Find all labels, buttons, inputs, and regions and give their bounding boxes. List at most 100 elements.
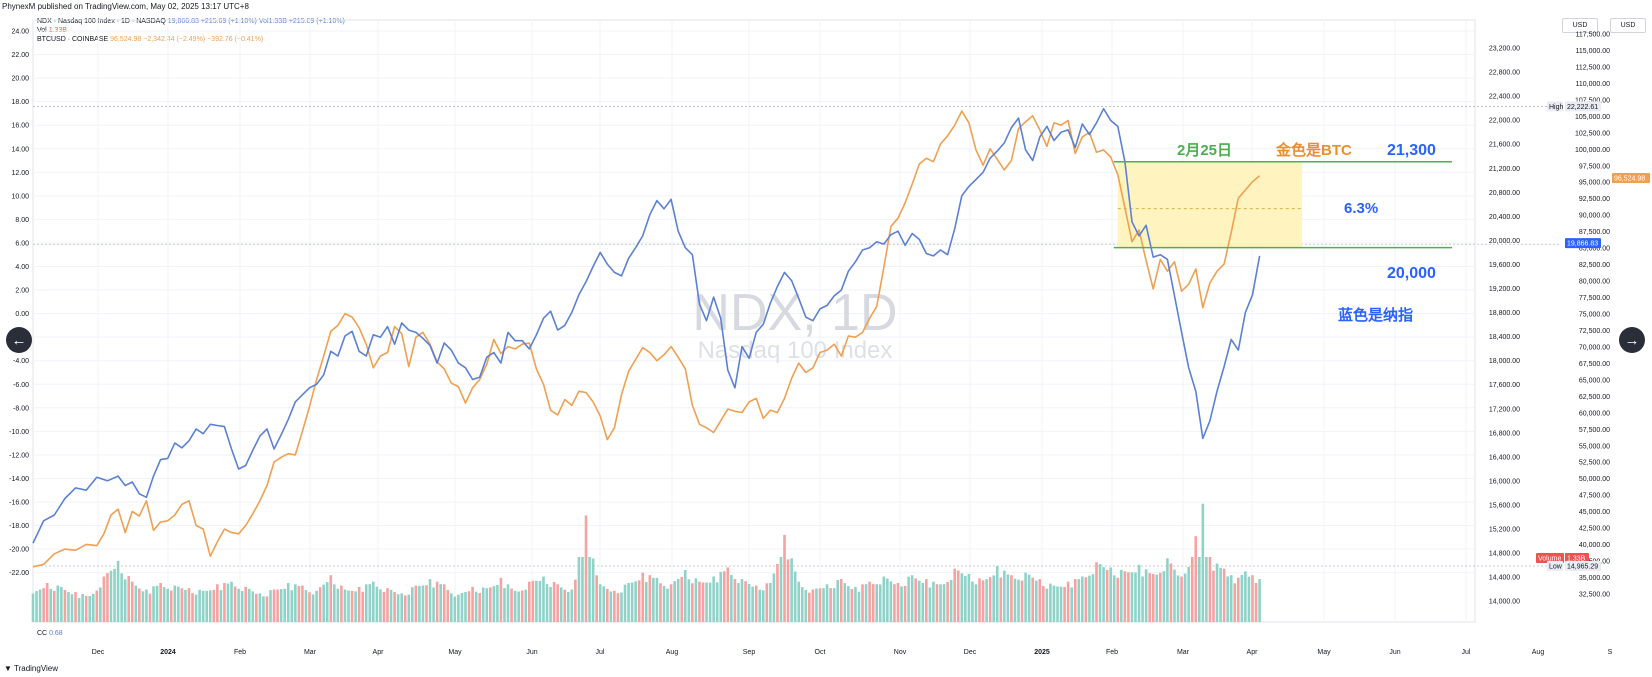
volume-bar: [609, 591, 613, 622]
volume-bar: [854, 586, 857, 622]
volume-bar: [247, 588, 251, 622]
ndx-currency-button[interactable]: USD: [1562, 18, 1598, 33]
volume-bar: [244, 586, 247, 622]
volume-bar: [159, 583, 162, 622]
left-axis-tick-label: -20.00: [9, 547, 29, 554]
legend-ndx-name: NDX · Nasdaq 100 Index · 1D · NASDAQ: [37, 18, 166, 25]
volume-bar: [797, 581, 801, 622]
volume-bar: [418, 585, 421, 622]
volume-bar: [74, 592, 77, 622]
prev-arrow-button[interactable]: ←: [6, 327, 32, 353]
volume-bar: [375, 586, 379, 622]
volume-bar: [942, 584, 946, 622]
legend-ndx-row[interactable]: NDX · Nasdaq 100 Index · 1D · NASDAQ 19,…: [37, 17, 345, 26]
volume-bar: [223, 583, 226, 622]
volume-bar: [127, 576, 131, 622]
volume-bar: [581, 557, 584, 622]
volume-bar: [1073, 579, 1077, 622]
x-axis-tick-label: Aug: [1532, 649, 1545, 656]
btc-axis-tick-label: 67,500.00: [1579, 361, 1610, 368]
btc-axis-tick-label: 115,000.00: [1575, 48, 1610, 55]
btc-currency-button[interactable]: USD: [1610, 18, 1646, 33]
volume-bar: [325, 582, 329, 622]
volume-bar: [1208, 557, 1212, 622]
volume-bar: [173, 585, 177, 622]
ndx-axis-tick-label: 20,400.00: [1489, 214, 1520, 221]
volume-bar: [1059, 586, 1063, 622]
btc-axis-tick-label: 97,500.00: [1579, 163, 1610, 170]
tradingview-logo[interactable]: ▼ TradingView: [4, 664, 58, 673]
ndx-axis-tick-label: 17,200.00: [1489, 406, 1520, 413]
volume-bar: [113, 568, 116, 622]
volume-bar: [1240, 575, 1244, 622]
volume-bar: [1077, 579, 1081, 622]
volume-bar: [1237, 577, 1240, 622]
svg-text:Low: Low: [1549, 564, 1563, 571]
volume-bar: [1180, 576, 1183, 622]
volume-bar: [141, 591, 145, 622]
volume-bar: [1049, 583, 1052, 622]
btc-axis-tick-label: 87,500.00: [1579, 229, 1610, 236]
btc-last-tag: 96,524.98: [1612, 173, 1650, 183]
annotation-gold-label: 金色是BTC: [1275, 141, 1352, 159]
volume-bar: [549, 587, 552, 622]
annotation-box-layer: [1117, 161, 1303, 248]
legend-btc-row[interactable]: BTCUSD · COINBASE 96,524.98 −2,342.44 (−…: [37, 35, 345, 44]
volume-bar: [535, 580, 538, 622]
x-axis-tick-label: Feb: [1106, 649, 1118, 656]
volume-bar: [67, 592, 70, 622]
volume-bar: [81, 594, 84, 622]
x-axis-tick-label: Nov: [894, 649, 907, 656]
volume-bar: [208, 590, 212, 622]
volume-bar: [152, 586, 155, 622]
volume-bar: [389, 589, 393, 622]
ndx-last-tag: 19,866.83: [1565, 238, 1601, 249]
volume-bar: [240, 591, 244, 622]
volume-bar: [1247, 576, 1251, 622]
btc-axis-tick-label: 32,500.00: [1579, 591, 1610, 598]
x-axis-tick-label: Apr: [1247, 649, 1259, 656]
volume-bar: [584, 515, 588, 622]
volume-bar: [1091, 574, 1095, 622]
legend-btc-price: 96,524.98: [110, 36, 142, 43]
volume-bar: [290, 590, 294, 622]
volume-bar: [985, 579, 988, 622]
volume-bar: [364, 584, 368, 622]
next-arrow-button[interactable]: →: [1619, 327, 1645, 353]
volume-label-tag: Volume: [1536, 553, 1564, 563]
legend-btc-change2: −392.76 (−0.41%): [207, 36, 264, 43]
btc-line[interactable]: [32, 110, 1261, 568]
volume-bar: [634, 581, 637, 622]
btc-axis-tick-label: 42,500.00: [1579, 526, 1610, 533]
axes: 24.00 22.00 20.00 18.00 16.00 14.00 12.00 10.00…: [9, 29, 1613, 657]
volume-bar: [1141, 576, 1144, 622]
volume-bar: [662, 585, 666, 622]
volume-bar: [411, 587, 414, 622]
btc-axis-tick-label: 62,500.00: [1579, 394, 1610, 401]
volume-bar: [1233, 583, 1237, 622]
volume-bar: [1127, 572, 1130, 622]
volume-bar: [513, 590, 517, 622]
left-axis-tick-label: -8.00: [13, 405, 29, 412]
ndx-axis-tick-label: 15,200.00: [1489, 527, 1520, 534]
grid: [32, 19, 1560, 623]
volume-bar: [88, 596, 92, 622]
ndx-axis-tick-label: 16,000.00: [1489, 478, 1520, 485]
volume-bar: [70, 594, 74, 622]
range-highlight-box: [1117, 161, 1303, 248]
volume-bar: [698, 581, 701, 622]
x-axis-tick-label: S: [1608, 649, 1613, 656]
volume-bar: [1020, 580, 1024, 622]
volume-bars: [31, 503, 1261, 622]
ndx-axis-tick-label: 14,800.00: [1489, 551, 1520, 558]
volume-bar: [1109, 567, 1112, 622]
ndx-line[interactable]: [32, 107, 1261, 544]
volume-bar: [659, 583, 662, 622]
volume-bar: [1038, 579, 1042, 622]
cc-value: 0.68: [49, 630, 63, 637]
volume-bar: [31, 593, 35, 622]
volume-bar: [783, 534, 786, 622]
volume-bar: [747, 583, 751, 622]
volume-bar: [492, 586, 496, 622]
